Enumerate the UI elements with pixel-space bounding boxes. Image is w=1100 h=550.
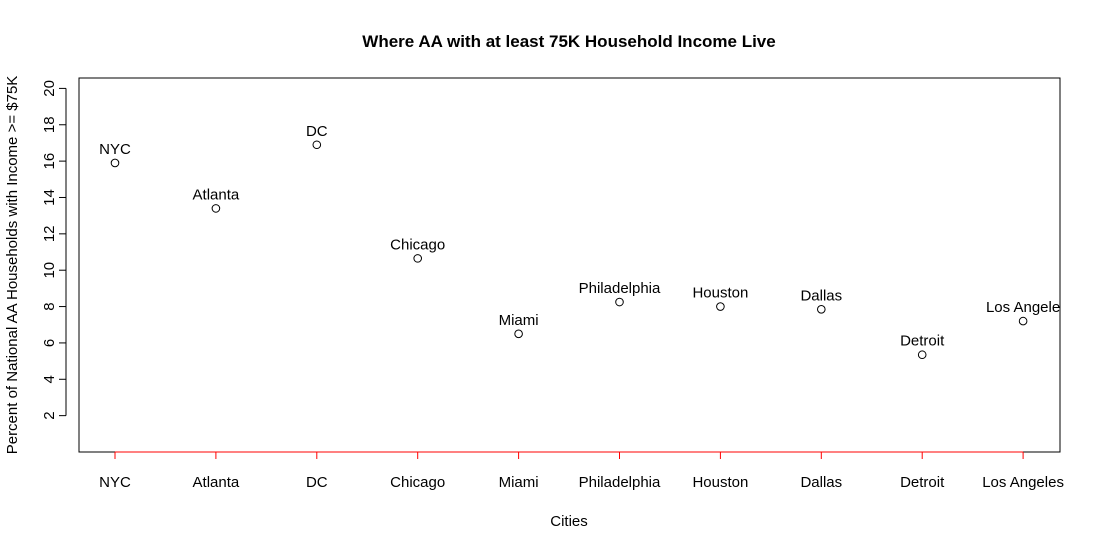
y-axis-label: Percent of National AA Households with I… bbox=[4, 76, 21, 455]
data-point bbox=[1018, 316, 1028, 326]
data-point-label: NYC bbox=[99, 141, 131, 158]
y-tick-label: 18 bbox=[41, 116, 58, 133]
x-tick-label: DC bbox=[306, 474, 328, 491]
data-point bbox=[211, 204, 221, 213]
data-point bbox=[312, 140, 322, 150]
x-tick-label: Houston bbox=[692, 474, 748, 491]
plot-frame bbox=[78, 77, 1061, 453]
x-tick-label: Philadelphia bbox=[579, 474, 661, 491]
x-tick-label: Dallas bbox=[800, 474, 842, 491]
y-tick-label: 2 bbox=[41, 411, 58, 419]
y-axis: 2 4 6 8 10 12 14 16 18 20 bbox=[41, 80, 67, 420]
data-point-label: Houston bbox=[692, 285, 748, 302]
x-tick-label: Detroit bbox=[900, 474, 945, 491]
data-point bbox=[917, 350, 927, 360]
data-point-label: Detroit bbox=[900, 333, 945, 350]
data-point-label: Miami bbox=[499, 312, 539, 329]
y-tick-label: 4 bbox=[41, 375, 58, 383]
x-axis: NYC Atlanta DC Chicago Miami Philadelphia Hous… bbox=[99, 451, 1064, 491]
y-tick-label: 14 bbox=[41, 189, 58, 206]
data-point bbox=[716, 302, 725, 311]
data-point bbox=[817, 304, 826, 314]
y-tick-label: 16 bbox=[41, 153, 58, 170]
data-point bbox=[514, 329, 523, 339]
x-tick-label: Atlanta bbox=[193, 474, 240, 491]
data-point bbox=[413, 254, 423, 263]
x-tick-label: Chicago bbox=[390, 474, 445, 491]
y-tick-label: 10 bbox=[41, 262, 58, 279]
y-tick-label: 12 bbox=[41, 225, 58, 242]
y-tick-label: 8 bbox=[41, 302, 58, 310]
data-point bbox=[110, 158, 120, 168]
data-point-label: Chicago bbox=[390, 236, 445, 253]
x-tick-label: Miami bbox=[499, 474, 539, 491]
x-tick-label: Los Angeles bbox=[982, 474, 1064, 491]
y-tick-label: 20 bbox=[41, 80, 58, 97]
y-tick-label: 6 bbox=[41, 339, 58, 347]
data-point-label: Philadelphia bbox=[579, 280, 661, 297]
x-axis-label: Cities bbox=[550, 513, 588, 530]
chart-title: Where AA with at least 75K Household Inc… bbox=[362, 32, 775, 51]
data-point bbox=[615, 297, 624, 307]
data-point-label: DC bbox=[306, 123, 328, 140]
x-tick-label: NYC bbox=[99, 474, 131, 491]
data-point-label: Dallas bbox=[800, 287, 842, 304]
data-points: NYC Atlanta DC Chicago Miami Philadelphia Hous… bbox=[99, 123, 1060, 360]
data-point-label: Los Angele bbox=[986, 299, 1060, 316]
data-point-label: Atlanta bbox=[193, 186, 240, 203]
